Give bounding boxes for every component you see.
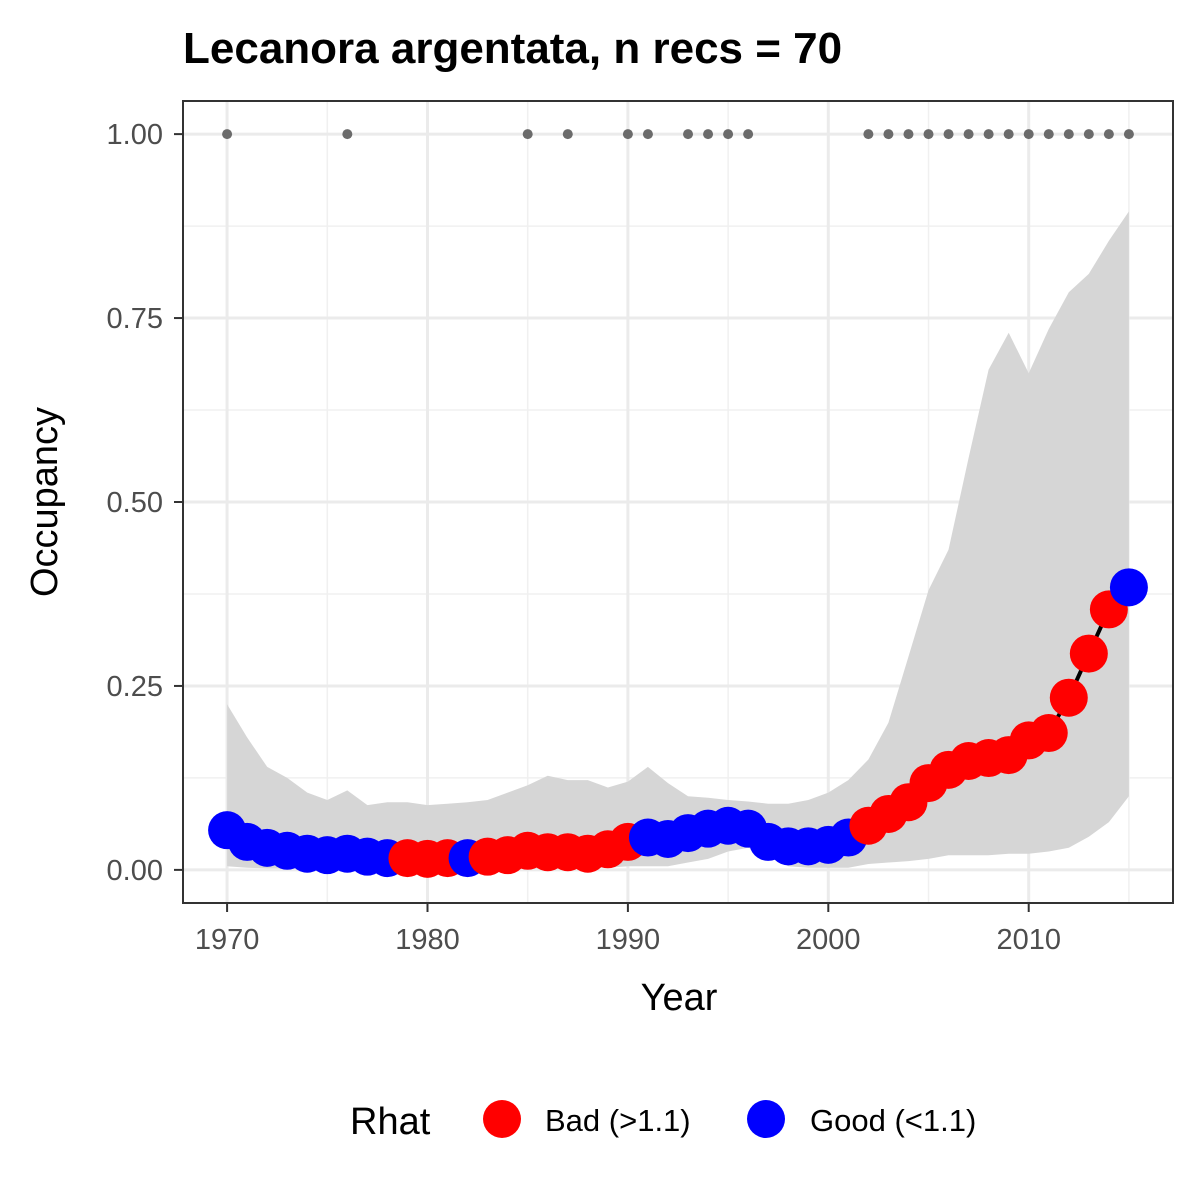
- record-marker: [342, 129, 353, 140]
- record-marker: [943, 129, 954, 140]
- x-tick-label: 2000: [796, 924, 861, 956]
- y-axis: 0.00 0.25 0.50 0.75 1.00: [107, 119, 183, 887]
- x-tick-label: 1970: [195, 924, 260, 956]
- record-marker: [703, 129, 714, 140]
- record-marker: [562, 129, 573, 140]
- record-marker: [1023, 129, 1034, 140]
- record-marker: [1123, 129, 1134, 140]
- y-tick-label: 1.00: [107, 119, 163, 151]
- record-marker: [522, 129, 533, 140]
- record-marker: [1063, 129, 1074, 140]
- legend-label-good: Good (<1.1): [810, 1103, 976, 1138]
- legend-label-bad: Bad (>1.1): [545, 1103, 691, 1138]
- y-tick-label: 0.25: [107, 671, 163, 703]
- occupancy-points-layer: [208, 568, 1148, 878]
- x-tick-label: 2010: [996, 924, 1061, 956]
- credible-interval-ribbon: [227, 211, 1129, 869]
- record-marker: [863, 129, 874, 140]
- x-axis: 1970 1980 1990 2000 2010: [195, 903, 1061, 956]
- x-axis-title: Year: [641, 977, 718, 1019]
- y-tick-label: 0.00: [107, 855, 163, 887]
- legend-swatch-good: [747, 1100, 785, 1138]
- record-marker: [622, 129, 633, 140]
- record-marker: [1103, 129, 1114, 140]
- record-marker: [903, 129, 914, 140]
- record-marker: [883, 129, 894, 140]
- record-markers-layer: [222, 129, 1134, 140]
- record-marker: [683, 129, 694, 140]
- credible-interval-layer: [227, 211, 1129, 869]
- occupancy-point-bad: [1049, 678, 1088, 717]
- y-tick-label: 0.50: [107, 487, 163, 519]
- y-tick-label: 0.75: [107, 303, 163, 335]
- y-axis-title: Occupancy: [24, 407, 66, 597]
- record-marker: [923, 129, 934, 140]
- record-marker: [1083, 129, 1094, 140]
- record-marker: [222, 129, 233, 140]
- x-tick-label: 1980: [395, 924, 460, 956]
- record-marker: [963, 129, 974, 140]
- record-marker: [723, 129, 734, 140]
- occupancy-point-bad: [1029, 714, 1068, 753]
- x-tick-label: 1990: [596, 924, 661, 956]
- record-marker: [983, 129, 994, 140]
- legend-title: Rhat: [350, 1101, 431, 1143]
- occupancy-point-bad: [1069, 634, 1108, 673]
- chart-title: Lecanora argentata, n recs = 70: [183, 24, 842, 73]
- record-marker: [1043, 129, 1054, 140]
- record-marker: [1003, 129, 1014, 140]
- record-marker: [642, 129, 653, 140]
- legend-swatch-bad: [483, 1100, 521, 1138]
- record-marker: [743, 129, 754, 140]
- occupancy-point-good: [1109, 568, 1148, 607]
- legend: Rhat Bad (>1.1) Good (<1.1): [350, 1100, 976, 1143]
